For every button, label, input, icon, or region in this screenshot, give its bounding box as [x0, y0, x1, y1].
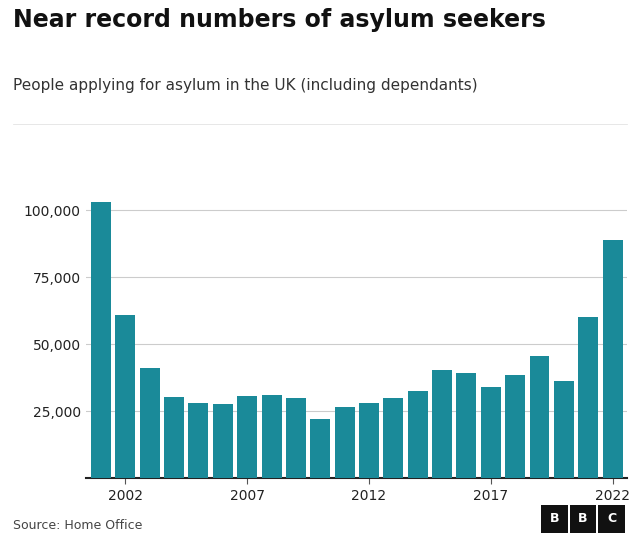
Bar — [310, 420, 330, 478]
Text: Near record numbers of asylum seekers: Near record numbers of asylum seekers — [13, 8, 546, 32]
Bar — [408, 391, 428, 478]
Bar — [140, 368, 160, 478]
Bar — [188, 403, 209, 478]
Bar — [383, 398, 403, 478]
Bar — [529, 356, 550, 478]
Bar — [578, 318, 598, 478]
Text: B: B — [579, 512, 588, 525]
Text: Source: Home Office: Source: Home Office — [13, 519, 142, 532]
Bar — [432, 370, 452, 478]
Text: People applying for asylum in the UK (including dependants): People applying for asylum in the UK (in… — [13, 78, 477, 93]
Bar — [554, 381, 574, 478]
Bar — [359, 403, 379, 478]
Bar — [335, 407, 355, 478]
Text: C: C — [607, 512, 616, 525]
Bar — [91, 202, 111, 478]
Bar — [481, 387, 500, 478]
Bar — [603, 240, 623, 478]
Bar — [262, 395, 282, 478]
Bar — [286, 398, 306, 478]
Bar — [505, 375, 525, 478]
Text: B: B — [550, 512, 559, 525]
Bar — [213, 403, 233, 478]
Bar — [237, 396, 257, 478]
Bar — [164, 397, 184, 478]
Bar — [115, 314, 136, 478]
Bar — [456, 373, 476, 478]
